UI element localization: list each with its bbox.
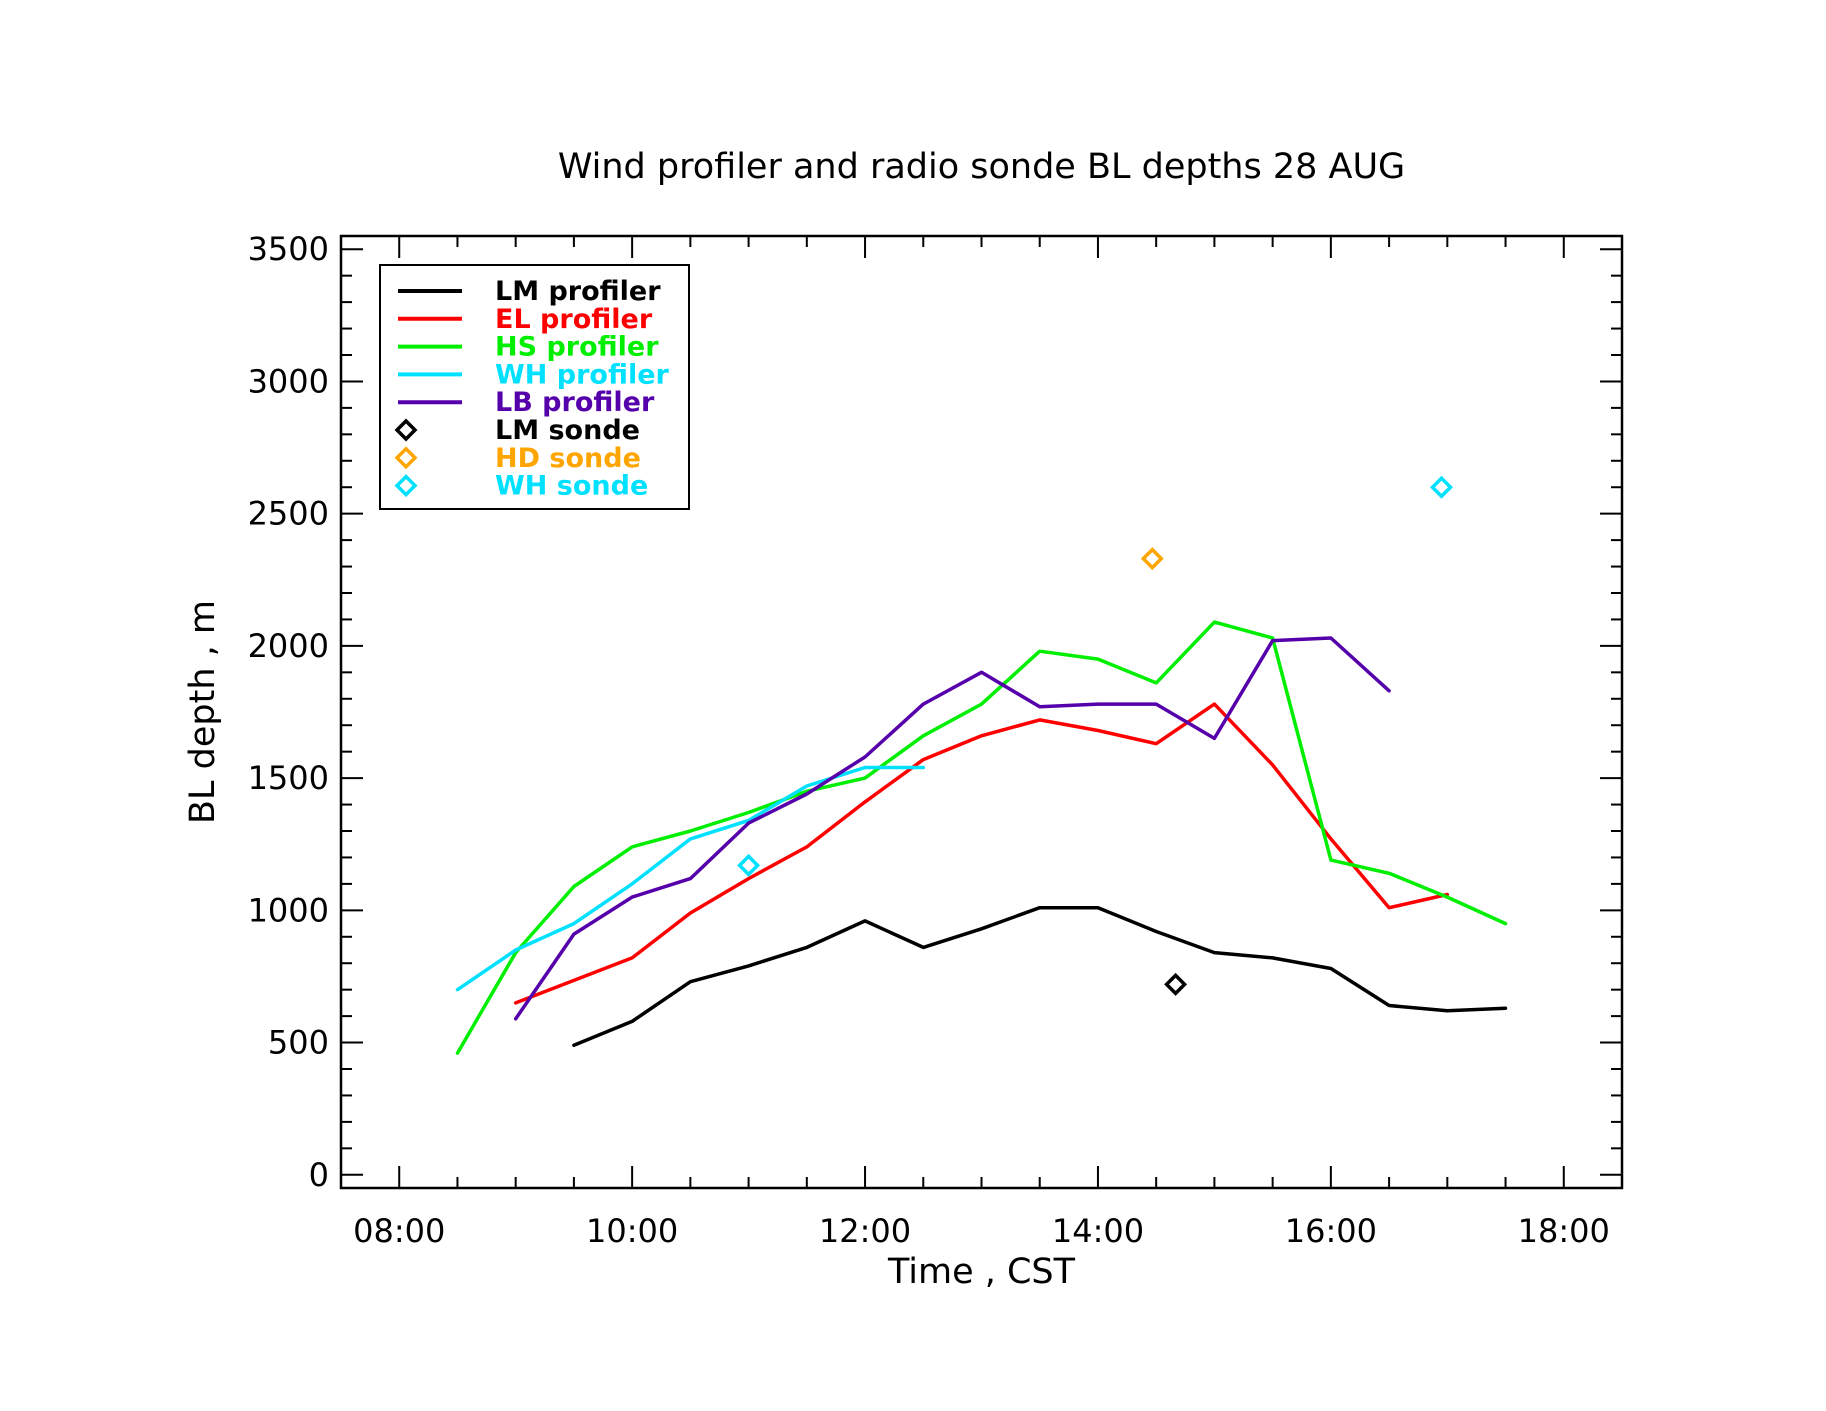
- legend-swatch-marker: [394, 446, 418, 470]
- legend-label: WH sonde: [495, 471, 648, 502]
- y-tick-label: 2000: [248, 627, 329, 665]
- series-line-0: [572, 905, 1508, 1047]
- x-tick-label: 08:00: [353, 1212, 445, 1250]
- sonde-marker: [737, 853, 761, 877]
- sonde-marker: [1430, 475, 1453, 499]
- legend-label: LB profiler: [495, 387, 655, 418]
- series-layer: [455, 475, 1508, 1055]
- legend-label: HS profiler: [495, 332, 659, 363]
- y-tick-label: 1000: [248, 891, 329, 929]
- y-tick-label: 1500: [248, 759, 329, 797]
- legend-swatch-marker: [394, 418, 418, 442]
- chart-title: Wind profiler and radio sonde BL depths …: [558, 147, 1405, 187]
- legend-box: [379, 264, 690, 510]
- series-line-1: [513, 702, 1450, 1005]
- x-tick-label: 12:00: [819, 1212, 911, 1250]
- sonde-marker: [1164, 972, 1188, 996]
- x-tick-label: 16:00: [1285, 1212, 1377, 1250]
- legend-label: LM profiler: [495, 276, 661, 307]
- y-tick-label: 3000: [248, 362, 329, 400]
- series-line-4: [513, 636, 1391, 1021]
- legend-label: LM sonde: [495, 415, 640, 446]
- y-tick-label: 0: [309, 1156, 329, 1194]
- x-tick-label: 10:00: [586, 1212, 678, 1250]
- x-tick-label: 14:00: [1052, 1212, 1144, 1250]
- series-line-2: [455, 620, 1508, 1055]
- y-axis-label: BL depth , m: [183, 600, 223, 824]
- legend-swatch-marker: [394, 474, 418, 498]
- legend-label: HD sonde: [495, 443, 641, 474]
- y-tick-label: 3500: [248, 230, 329, 268]
- y-tick-label: 500: [268, 1024, 329, 1062]
- series-line-3: [455, 765, 926, 992]
- legend-label: WH profiler: [495, 359, 670, 390]
- axis-layer: 08:00 10:00 12:00 14:00 16:00 18:00 0 500 1000 15…: [248, 230, 1624, 1250]
- x-axis-label: Time , CST: [887, 1252, 1076, 1292]
- legend-label: EL profiler: [495, 304, 653, 335]
- sonde-marker: [1140, 547, 1164, 571]
- y-tick-label: 2500: [248, 495, 329, 533]
- x-tick-label: 18:00: [1518, 1212, 1610, 1250]
